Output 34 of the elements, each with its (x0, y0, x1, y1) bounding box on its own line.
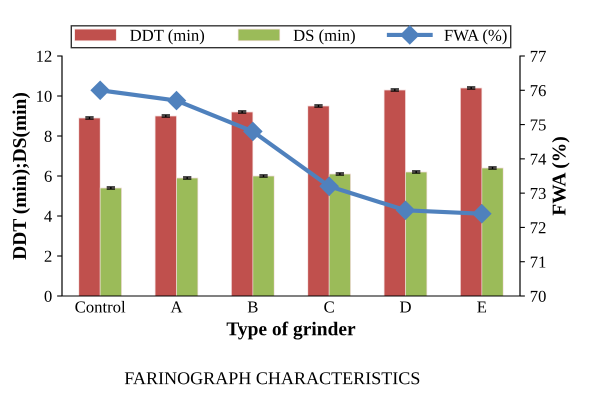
x-tick-label: A (170, 301, 182, 312)
y-tick-label: 8 (44, 130, 52, 142)
x-tick-label: B (248, 302, 258, 312)
y2-axis-title: FWA (%) (552, 137, 570, 216)
y-tick-label: 6 (44, 170, 52, 182)
y-tick-label: 12 (37, 50, 52, 62)
y2-tick-label: 75 (530, 119, 546, 131)
x-tick-label: C (324, 301, 334, 313)
y-tick-label: 10 (37, 90, 52, 102)
y-tick-label: 0 (44, 290, 52, 302)
y2-tick-label: 71 (530, 256, 546, 268)
y-tick-label: 4 (44, 210, 52, 222)
point (320, 176, 339, 196)
point (396, 200, 416, 220)
y2-tick-label: 76 (530, 85, 546, 96)
legend-label: FWA (%) (444, 29, 507, 44)
x-axis-title: Type of grinder (226, 322, 356, 340)
y2-tick-label: 72 (530, 222, 546, 234)
y2-tick-label: 73 (530, 188, 546, 200)
y-tick-label: 2 (44, 250, 52, 262)
point (90, 80, 110, 100)
point (166, 91, 186, 110)
point (243, 122, 262, 141)
x-tick-label: D (400, 302, 411, 312)
y2-tick-label: 74 (530, 154, 546, 165)
point (472, 204, 492, 224)
y2-tick-label: 77 (530, 50, 546, 62)
text: FARINOGRAPH CHARACTERISTICS (124, 372, 420, 384)
y-axis-title: DDT (min);DS(min) (12, 93, 30, 260)
y2-tick-label: 70 (530, 290, 546, 302)
x-tick-label: E (477, 302, 486, 312)
x-tick-label: Control (75, 300, 126, 313)
legend-label: DDT (min) (130, 29, 204, 44)
legend-label: DS (min) (294, 29, 355, 44)
